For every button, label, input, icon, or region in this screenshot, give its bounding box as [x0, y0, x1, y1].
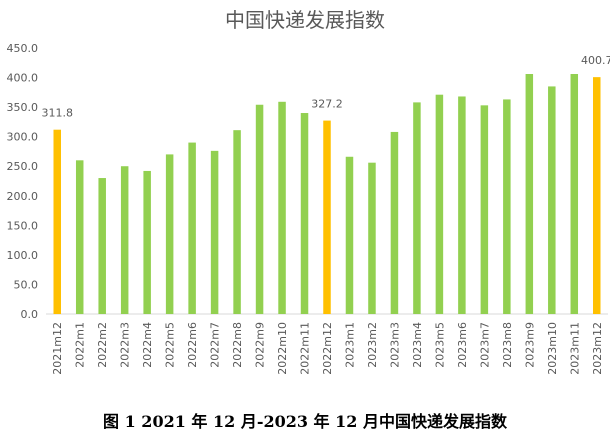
x-tick-label: 2022m4	[141, 322, 154, 368]
bar-2023m11	[570, 74, 579, 315]
y-axis-ticks: 0.0 50.0 100.0 150.0 200.0 250.0 300.0 350.0 400…	[7, 42, 39, 321]
y-tick-label: 0.0	[21, 308, 39, 321]
bar-2022m7	[210, 150, 219, 314]
bar-2022m2	[98, 178, 106, 314]
x-tick-label: 2023m10	[546, 322, 559, 375]
y-tick-label: 50.0	[14, 278, 39, 291]
x-tick-label: 2022m9	[254, 322, 267, 368]
x-tick-label: 2023m5	[433, 322, 446, 368]
bar-2023m1	[345, 156, 354, 314]
x-tick-label: 2023m8	[501, 322, 514, 368]
figure-caption: 图 1 2021 年 12 月-2023 年 12 月中国快递发展指数	[103, 412, 507, 431]
bar-2022m9	[255, 104, 264, 314]
bar-2023m9	[525, 74, 534, 315]
x-tick-label: 2023m7	[478, 322, 491, 368]
data-label: 327.2	[311, 98, 343, 111]
bar-2022m3	[120, 166, 129, 314]
x-tick-label: 2023m11	[568, 322, 581, 375]
data-labels-group: 311.8 327.2 400.7	[41, 54, 610, 120]
bar-2022m12	[323, 120, 331, 315]
y-tick-label: 200.0	[7, 190, 39, 203]
bar-2023m3	[390, 131, 399, 314]
bar-2022m8	[233, 130, 241, 314]
x-tick-label: 2021m12	[51, 322, 64, 375]
bar-2023m8	[503, 99, 511, 314]
x-tick-label: 2023m1	[343, 322, 356, 368]
bar-2022m5	[165, 154, 174, 314]
bar-2023m2	[368, 162, 376, 314]
y-tick-label: 300.0	[7, 131, 39, 144]
bar-2023m12	[593, 77, 601, 314]
bar-2023m6	[458, 96, 466, 315]
y-tick-label: 250.0	[7, 160, 39, 173]
x-tick-label: 2022m5	[164, 322, 177, 368]
x-tick-label: 2023m9	[523, 322, 536, 368]
bar-2023m7	[480, 105, 489, 315]
bar-2023m10	[548, 86, 556, 314]
bar-2022m6	[188, 142, 196, 314]
x-tick-label: 2022m11	[299, 322, 312, 375]
bar-2023m4	[413, 102, 421, 314]
bar-2023m5	[435, 94, 444, 314]
x-tick-label: 2022m7	[209, 322, 222, 368]
bars-group	[53, 74, 601, 315]
data-label: 311.8	[41, 107, 73, 120]
bar-2022m4	[143, 170, 151, 314]
x-tick-label: 2022m1	[74, 322, 87, 368]
x-tick-label: 2022m10	[276, 322, 289, 375]
x-tick-label: 2022m6	[186, 322, 199, 368]
y-tick-label: 350.0	[7, 101, 39, 114]
bar-2022m11	[300, 113, 309, 315]
bar-2022m10	[278, 101, 286, 315]
x-tick-label: 2023m4	[411, 322, 424, 368]
x-tick-label: 2023m12	[591, 322, 604, 375]
x-tick-label: 2022m3	[119, 322, 132, 368]
x-axis-tick-labels: 2021m12 2022m1 2022m2 2022m3 2022m4 2022m5 202…	[51, 322, 604, 375]
y-tick-label: 400.0	[7, 72, 39, 85]
x-tick-label: 2023m2	[366, 322, 379, 368]
bar-2021m12	[53, 129, 61, 314]
y-tick-label: 150.0	[7, 219, 39, 232]
x-tick-label: 2022m2	[96, 322, 109, 368]
x-tick-label: 2023m3	[388, 322, 401, 368]
x-tick-label: 2022m8	[231, 322, 244, 368]
x-tick-label: 2023m6	[456, 322, 469, 368]
y-tick-label: 100.0	[7, 249, 39, 262]
x-tick-label: 2022m12	[321, 322, 334, 375]
chart-title: 中国快递发展指数	[225, 8, 385, 32]
data-label: 400.7	[581, 54, 610, 67]
bar-2022m1	[75, 160, 84, 314]
y-tick-label: 450.0	[7, 42, 39, 55]
